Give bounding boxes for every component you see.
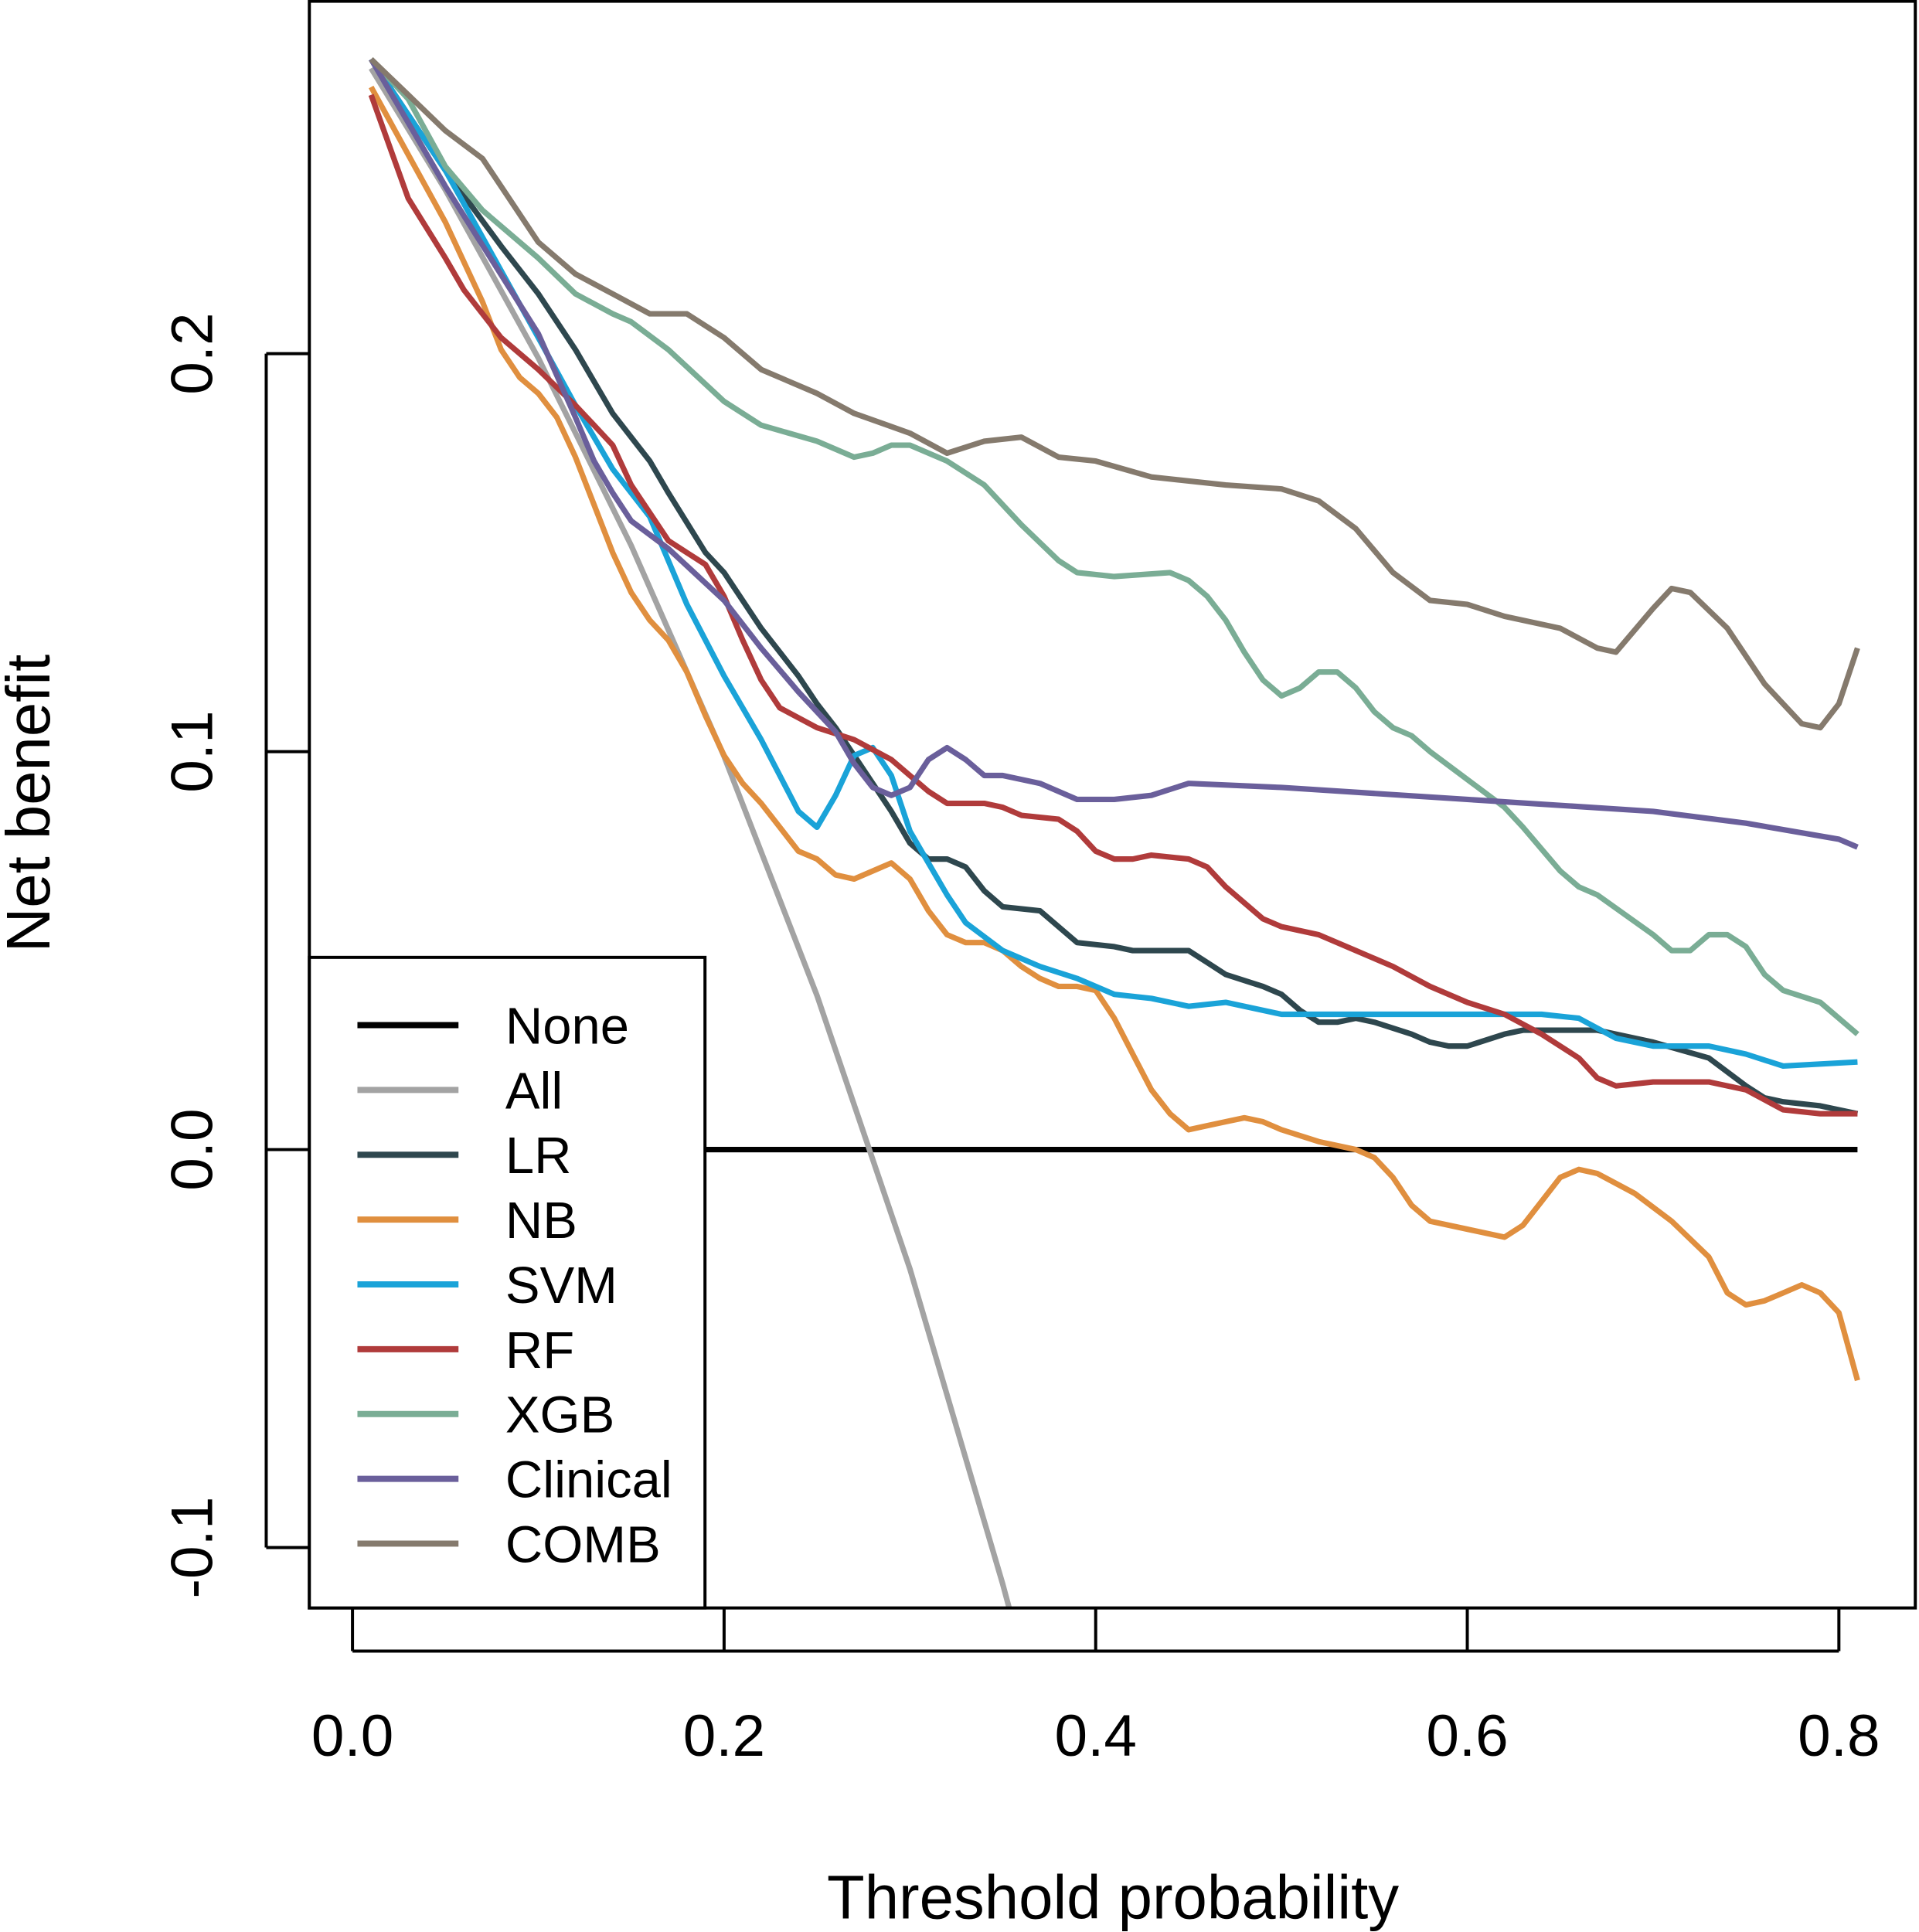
legend-label: SVM (505, 1257, 618, 1315)
x-tick-label: 0.0 (311, 1703, 393, 1769)
series-line-xgb (369, 57, 1859, 1036)
y-tick-label: 0.1 (159, 710, 225, 792)
legend-item-comb: COMB (357, 1515, 661, 1573)
series-line-lr (369, 57, 1859, 1117)
x-tick-label: 0.6 (1426, 1703, 1508, 1769)
legend-item-nb: NB (357, 1192, 577, 1250)
x-axis: 0.0 0.2 0.4 0.6 0.8 (311, 1607, 1880, 1769)
series-line-clinical (369, 57, 1859, 850)
series-line-nb (369, 85, 1860, 1382)
plot-frame (308, 0, 1917, 1610)
legend: None All LR NB SVM RF XGB Clinical COMB (308, 955, 707, 1610)
legend-item-xgb: XGB (357, 1386, 614, 1444)
legend-label: COMB (505, 1515, 661, 1573)
legend-item-svm: SVM (357, 1257, 618, 1315)
legend-item-none: None (357, 997, 629, 1055)
legend-label: XGB (505, 1386, 614, 1444)
legend-item-rf: RF (357, 1321, 574, 1379)
y-axis-label: Net benefit (0, 655, 63, 953)
y-axis: -0.1 0.0 0.1 0.2 (159, 312, 310, 1599)
y-tick-label: -0.1 (159, 1497, 225, 1599)
series-layer (368, 56, 1860, 1608)
legend-label: RF (505, 1321, 574, 1379)
x-tick-label: 0.4 (1055, 1703, 1137, 1769)
y-tick-label: 0.2 (159, 312, 225, 394)
series-line-comb (369, 56, 1860, 731)
legend-label: NB (505, 1192, 577, 1250)
y-tick-label: 0.0 (159, 1108, 225, 1190)
x-tick-label: 0.8 (1798, 1703, 1880, 1769)
series-line-svm (369, 57, 1858, 1070)
x-axis-label: Threshold probability (827, 1862, 1399, 1931)
legend-label: None (505, 997, 629, 1055)
legend-label: LR (505, 1127, 572, 1185)
legend-item-all: All (357, 1062, 563, 1120)
legend-label: All (505, 1062, 563, 1120)
series-line-rf (368, 94, 1858, 1117)
legend-item-lr: LR (357, 1127, 571, 1185)
legend-item-clinical: Clinical (357, 1451, 672, 1509)
legend-label: Clinical (505, 1451, 672, 1509)
x-tick-label: 0.2 (683, 1703, 765, 1769)
